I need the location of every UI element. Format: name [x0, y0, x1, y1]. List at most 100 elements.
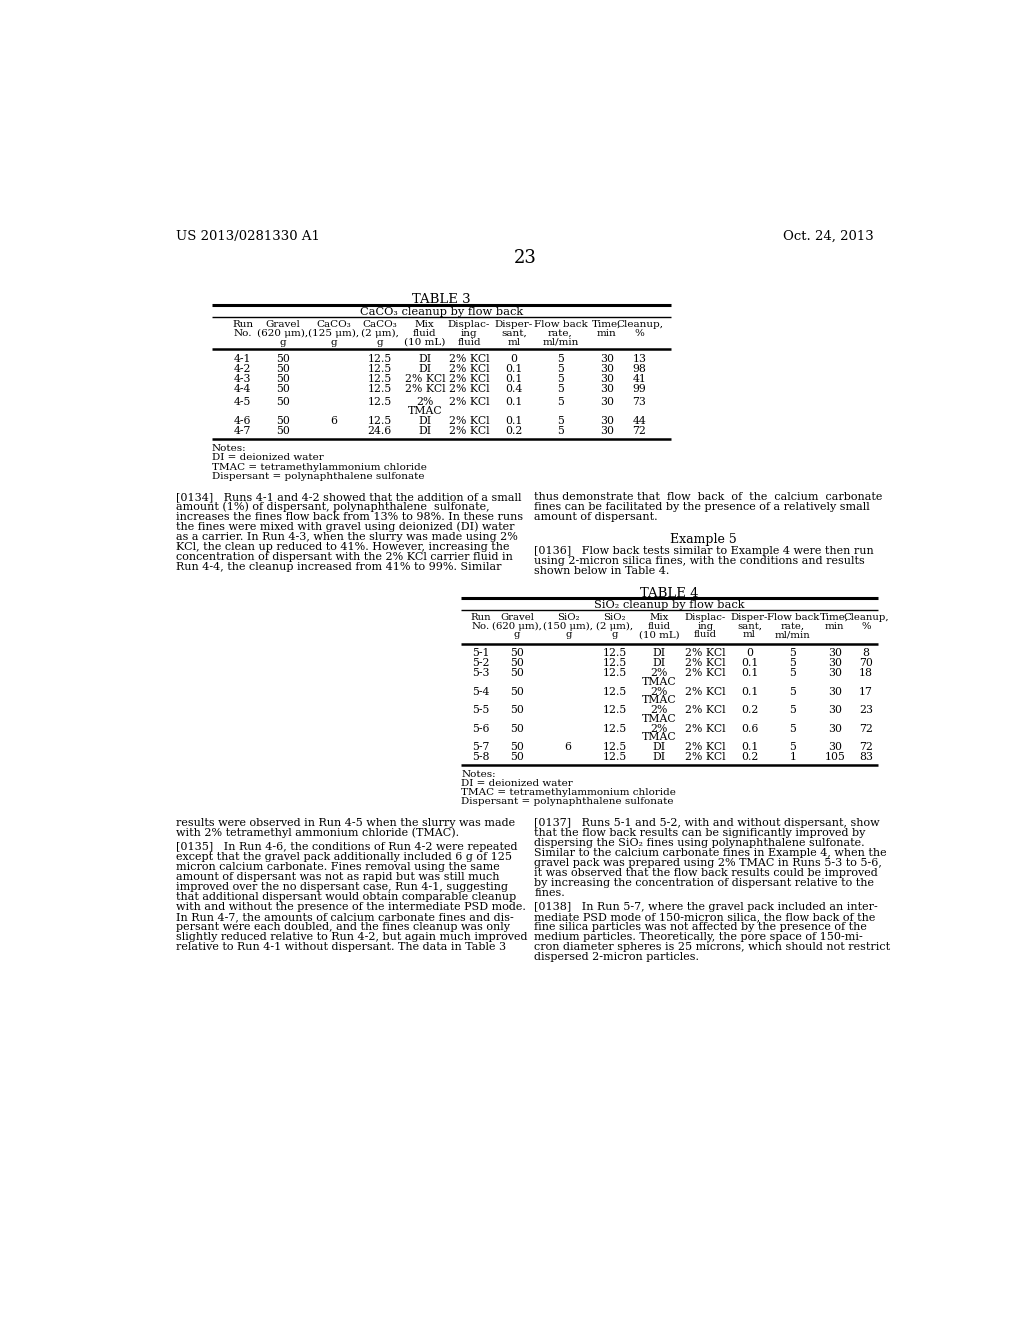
- Text: 6: 6: [564, 742, 571, 752]
- Text: 2% KCl: 2% KCl: [685, 686, 726, 697]
- Text: amount of dispersant.: amount of dispersant.: [535, 512, 657, 521]
- Text: g: g: [611, 631, 617, 639]
- Text: 30: 30: [827, 705, 842, 715]
- Text: rate,: rate,: [548, 329, 572, 338]
- Text: 2% KCl: 2% KCl: [404, 384, 445, 393]
- Text: that additional dispersant would obtain comparable cleanup: that additional dispersant would obtain …: [176, 892, 516, 902]
- Text: g: g: [330, 338, 337, 347]
- Text: thus demonstrate that  flow  back  of  the  calcium  carbonate: thus demonstrate that flow back of the c…: [535, 492, 883, 502]
- Text: ml/min: ml/min: [775, 631, 811, 639]
- Text: it was observed that the flow back results could be improved: it was observed that the flow back resul…: [535, 867, 878, 878]
- Text: sant,: sant,: [737, 622, 762, 631]
- Text: 30: 30: [827, 742, 842, 752]
- Text: fine silica particles was not affected by the presence of the: fine silica particles was not affected b…: [535, 923, 867, 932]
- Text: 0.1: 0.1: [505, 364, 522, 374]
- Text: DI: DI: [418, 426, 431, 437]
- Text: Gravel: Gravel: [500, 612, 534, 622]
- Text: TMAC = tetramethylammonium chloride: TMAC = tetramethylammonium chloride: [212, 462, 427, 471]
- Text: 5: 5: [557, 397, 564, 407]
- Text: persant were each doubled, and the fines cleanup was only: persant were each doubled, and the fines…: [176, 923, 510, 932]
- Text: 2%: 2%: [650, 705, 668, 715]
- Text: the fines were mixed with gravel using deionized (DI) water: the fines were mixed with gravel using d…: [176, 521, 514, 532]
- Text: Disper-: Disper-: [731, 612, 768, 622]
- Text: 12.5: 12.5: [602, 705, 627, 715]
- Text: ml: ml: [743, 631, 756, 639]
- Text: with 2% tetramethyl ammonium chloride (TMAC).: with 2% tetramethyl ammonium chloride (T…: [176, 828, 459, 838]
- Text: 6: 6: [330, 416, 337, 426]
- Text: 30: 30: [600, 364, 614, 374]
- Text: cron diameter spheres is 25 microns, which should not restrict: cron diameter spheres is 25 microns, whi…: [535, 942, 890, 952]
- Text: 12.5: 12.5: [602, 659, 627, 668]
- Text: 2% KCl: 2% KCl: [685, 723, 726, 734]
- Text: 5: 5: [557, 374, 564, 384]
- Text: 13: 13: [633, 354, 646, 364]
- Text: 0.1: 0.1: [505, 374, 522, 384]
- Text: 0.1: 0.1: [505, 416, 522, 426]
- Text: (2 μm),: (2 μm),: [360, 329, 398, 338]
- Text: No.: No.: [233, 329, 252, 338]
- Text: DI: DI: [418, 416, 431, 426]
- Text: 50: 50: [276, 354, 290, 364]
- Text: Dispersant = polynaphthalene sulfonate: Dispersant = polynaphthalene sulfonate: [461, 797, 674, 807]
- Text: as a carrier. In Run 4-3, when the slurry was made using 2%: as a carrier. In Run 4-3, when the slurr…: [176, 532, 518, 541]
- Text: 30: 30: [827, 648, 842, 659]
- Text: 1: 1: [790, 752, 797, 762]
- Text: mediate PSD mode of 150-micron silica, the flow back of the: mediate PSD mode of 150-micron silica, t…: [535, 912, 876, 923]
- Text: 2% KCl: 2% KCl: [449, 397, 489, 407]
- Text: ml/min: ml/min: [543, 338, 579, 347]
- Text: g: g: [280, 338, 287, 347]
- Text: 2% KCl: 2% KCl: [449, 374, 489, 384]
- Text: 5: 5: [557, 384, 564, 393]
- Text: 12.5: 12.5: [368, 416, 392, 426]
- Text: 2% KCl: 2% KCl: [449, 426, 489, 437]
- Text: 83: 83: [859, 752, 872, 762]
- Text: 23: 23: [513, 249, 537, 267]
- Text: 50: 50: [276, 426, 290, 437]
- Text: 2% KCl: 2% KCl: [449, 416, 489, 426]
- Text: 12.5: 12.5: [602, 668, 627, 678]
- Text: 4-4: 4-4: [234, 384, 251, 393]
- Text: 70: 70: [859, 659, 872, 668]
- Text: DI: DI: [418, 354, 431, 364]
- Text: DI: DI: [652, 648, 666, 659]
- Text: TMAC: TMAC: [642, 733, 676, 742]
- Text: 4-2: 4-2: [233, 364, 252, 374]
- Text: Mix: Mix: [415, 321, 435, 329]
- Text: 0.1: 0.1: [740, 742, 758, 752]
- Text: 4-1: 4-1: [233, 354, 252, 364]
- Text: SiO₂: SiO₂: [603, 612, 626, 622]
- Text: 2% KCl: 2% KCl: [404, 374, 445, 384]
- Text: 30: 30: [600, 397, 614, 407]
- Text: DI: DI: [418, 364, 431, 374]
- Text: Similar to the calcium carbonate fines in Example 4, when the: Similar to the calcium carbonate fines i…: [535, 847, 887, 858]
- Text: [0138]   In Run 5-7, where the gravel pack included an inter-: [0138] In Run 5-7, where the gravel pack…: [535, 903, 878, 912]
- Text: Run: Run: [470, 612, 490, 622]
- Text: KCl, the clean up reduced to 41%. However, increasing the: KCl, the clean up reduced to 41%. Howeve…: [176, 543, 510, 552]
- Text: 50: 50: [510, 668, 524, 678]
- Text: ing: ing: [461, 329, 477, 338]
- Text: 0: 0: [510, 354, 517, 364]
- Text: 2% KCl: 2% KCl: [685, 668, 726, 678]
- Text: with and without the presence of the intermediate PSD mode.: with and without the presence of the int…: [176, 903, 526, 912]
- Text: DI: DI: [652, 752, 666, 762]
- Text: rate,: rate,: [781, 622, 805, 631]
- Text: Flow back: Flow back: [767, 612, 819, 622]
- Text: by increasing the concentration of dispersant relative to the: by increasing the concentration of dispe…: [535, 878, 874, 887]
- Text: 18: 18: [859, 668, 872, 678]
- Text: DI = deionized water: DI = deionized water: [461, 779, 573, 788]
- Text: 50: 50: [510, 705, 524, 715]
- Text: 5-2: 5-2: [472, 659, 489, 668]
- Text: 5: 5: [790, 648, 797, 659]
- Text: fluid: fluid: [694, 631, 717, 639]
- Text: 2% KCl: 2% KCl: [685, 659, 726, 668]
- Text: 12.5: 12.5: [602, 686, 627, 697]
- Text: CaCO₃: CaCO₃: [362, 321, 397, 329]
- Text: 30: 30: [827, 723, 842, 734]
- Text: 50: 50: [510, 752, 524, 762]
- Text: 50: 50: [510, 659, 524, 668]
- Text: 0.1: 0.1: [505, 397, 522, 407]
- Text: 72: 72: [859, 723, 872, 734]
- Text: 30: 30: [827, 686, 842, 697]
- Text: (150 μm),: (150 μm),: [543, 622, 593, 631]
- Text: 2%: 2%: [416, 397, 433, 407]
